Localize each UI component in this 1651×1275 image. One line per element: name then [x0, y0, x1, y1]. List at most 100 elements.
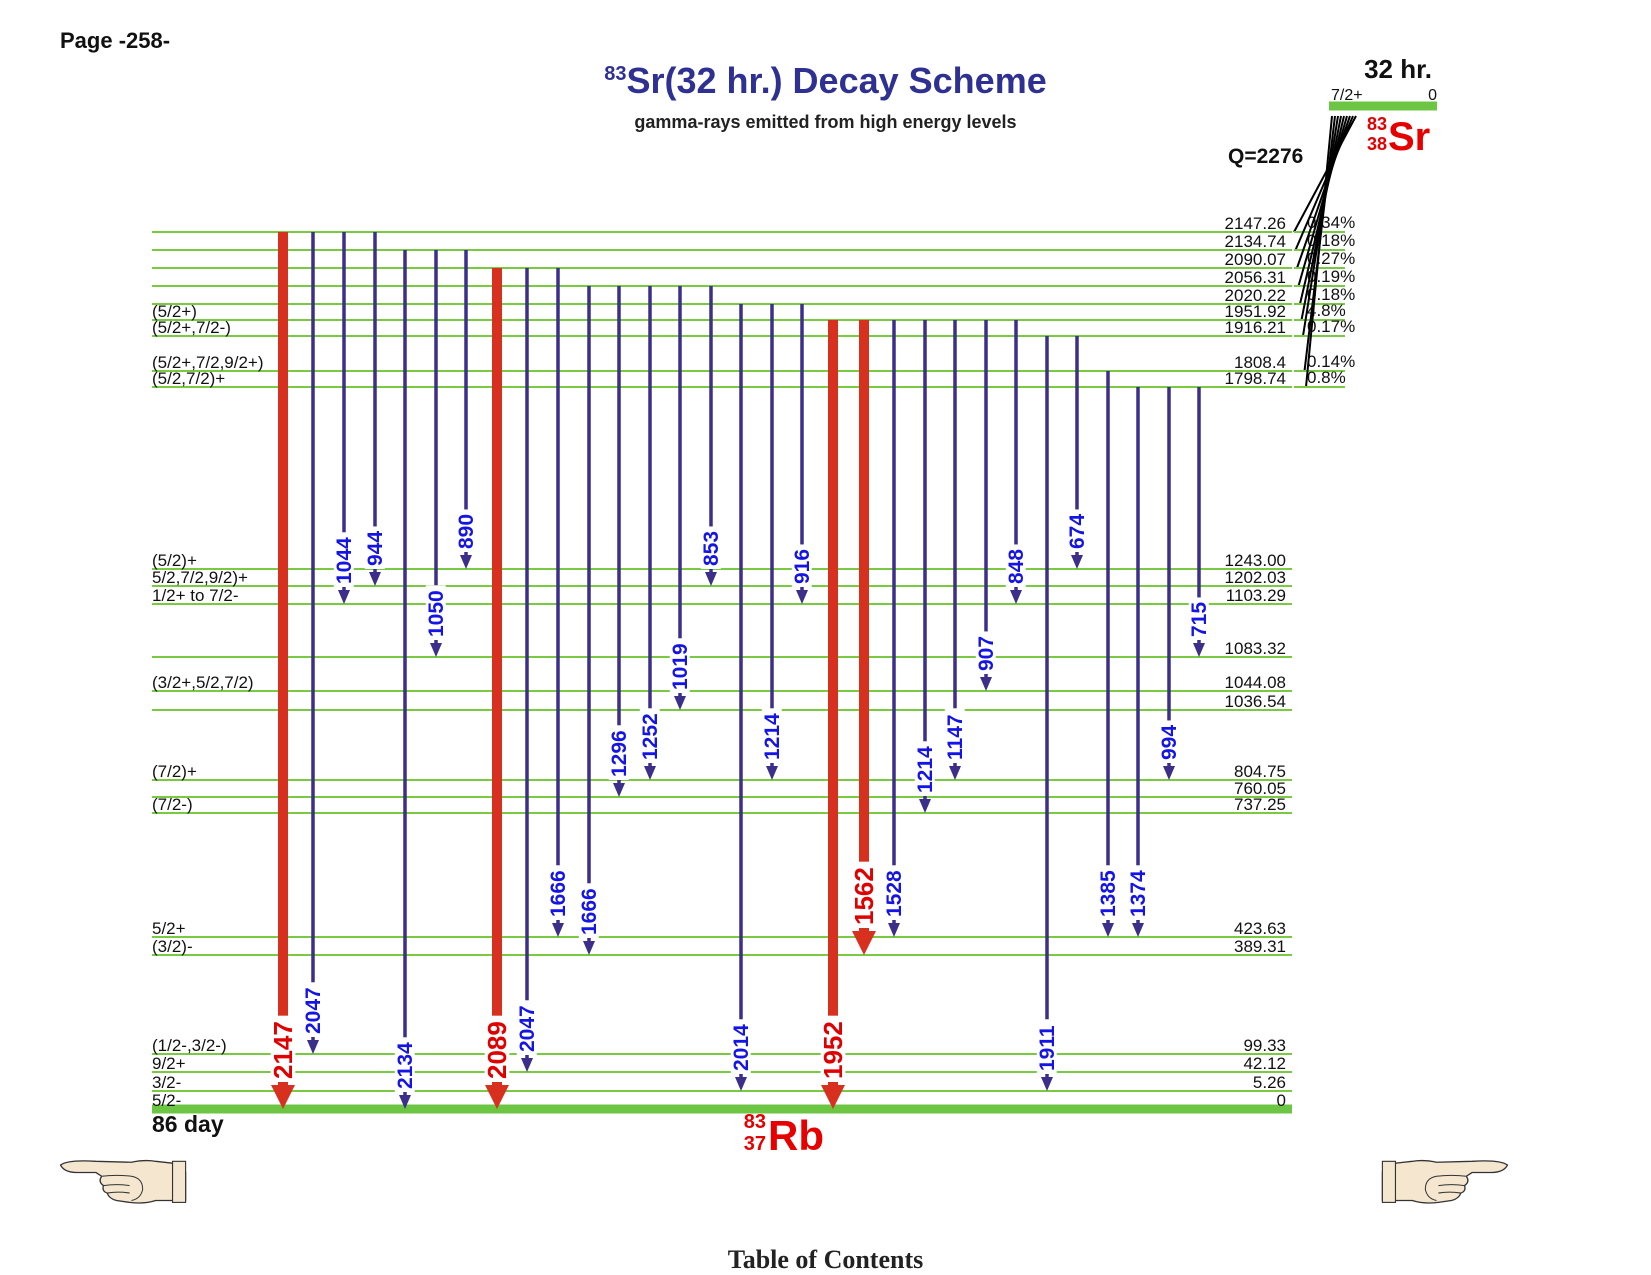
gamma-energy-label: 2134: [394, 1042, 417, 1089]
gamma-energy-label: 1044: [333, 537, 356, 584]
page-number: Page -258-: [60, 28, 171, 53]
gamma-energy-label: 2047: [516, 1005, 539, 1052]
gamma-label-bg: [820, 1015, 846, 1082]
gamma-arrowhead: [1041, 1077, 1053, 1091]
diagram-subtitle: gamma-rays emitted from high energy leve…: [634, 112, 1017, 132]
gamma-label-group: 1050: [425, 585, 448, 640]
gamma-label-bg: [270, 1015, 296, 1082]
level-energy: 2134.74: [1225, 232, 1286, 251]
next-page-button[interactable]: [1381, 1159, 1509, 1204]
gamma-arrowhead: [949, 766, 961, 780]
gamma-label-group: 916: [791, 544, 814, 587]
gamma-label-group: 2014: [730, 1019, 753, 1074]
beta-feed-line: [1296, 115, 1351, 269]
level-spin: 5/2,7/2,9/2)+: [152, 568, 248, 587]
beta-feed-line: [1294, 115, 1354, 251]
daughter-symbol: Rb: [768, 1112, 824, 1159]
gamma-arrowhead: [1193, 643, 1205, 657]
gamma-label-bg: [791, 544, 812, 587]
gamma-label-group: 715: [1188, 597, 1211, 640]
gamma-label-bg: [730, 1019, 751, 1074]
beta-feed-percent: 0.8%: [1307, 368, 1346, 387]
level-energy: 5.26: [1253, 1073, 1286, 1092]
daughter-atomic-number: 37: [744, 1133, 766, 1155]
gamma-label-bg: [547, 865, 568, 920]
parent-energy: 0: [1428, 87, 1437, 104]
beta-feed-line: [1297, 115, 1348, 287]
level-spin: (5/2)+: [152, 551, 197, 570]
beta-feed-percent: 4.8%: [1307, 301, 1346, 320]
gamma-label-group: 944: [364, 526, 387, 569]
gamma-arrowhead: [644, 766, 656, 780]
level-spin: (7/2-): [152, 795, 193, 814]
pointing-hand-left-icon[interactable]: [59, 1159, 187, 1204]
gamma-arrowhead: [271, 1085, 295, 1109]
beta-feed-line: [1305, 115, 1333, 388]
gamma-label-bg: [608, 725, 629, 780]
level-spin: (5/2,7/2)+: [152, 369, 225, 388]
gamma-label-bg: [1127, 865, 1148, 920]
gamma-arrowhead: [980, 677, 992, 691]
gamma-label-group: 1374: [1127, 865, 1150, 920]
gamma-label-bg: [364, 526, 385, 569]
beta-feeding-lines: 0.34%0.18%0.27%0.19%0.18%4.8%0.17%0.14%0…: [1293, 115, 1357, 388]
pointing-hand-right-icon[interactable]: [1381, 1159, 1509, 1204]
gamma-energy-label: 2047: [302, 987, 325, 1034]
gamma-label-bg: [639, 708, 660, 763]
gamma-label-bg: [302, 982, 323, 1037]
gamma-label-bg: [425, 585, 446, 640]
gamma-arrowhead: [552, 923, 564, 937]
table-of-contents-link[interactable]: Table of Contents: [727, 1245, 924, 1274]
gamma-energy-label: 1666: [547, 870, 570, 917]
parent-symbol: Sr: [1388, 115, 1430, 159]
gamma-label-bg: [669, 638, 690, 693]
level-spin: (1/2-,3/2-): [152, 1036, 227, 1055]
gamma-arrowhead: [369, 572, 381, 586]
parent-atomic-number: 38: [1367, 134, 1387, 154]
gamma-energy-label: 994: [1158, 725, 1181, 760]
gamma-arrowhead: [521, 1058, 533, 1072]
gamma-label-group: 848: [1005, 544, 1028, 587]
gamma-label-group: 1019: [669, 638, 692, 693]
gamma-energy-label: 916: [791, 549, 814, 584]
gamma-energy-label: 2089: [482, 1021, 512, 1079]
gamma-label-group: 1214: [761, 708, 784, 763]
gamma-label-bg: [975, 631, 996, 674]
gamma-label-group: 1252: [639, 708, 662, 763]
level-energy: 2056.31: [1225, 268, 1286, 287]
gamma-arrowhead: [766, 766, 778, 780]
beta-feed-percent: 0.18%: [1307, 285, 1355, 304]
gamma-arrowhead: [307, 1040, 319, 1054]
gamma-arrowhead: [1010, 590, 1022, 604]
level-spin: (7/2)+: [152, 762, 197, 781]
gamma-label-group: 994: [1158, 720, 1181, 763]
diagram-title: 83Sr(32 hr.) Decay Scheme: [0, 60, 1651, 102]
gamma-energy-label: 1019: [669, 643, 692, 690]
gamma-arrowhead: [399, 1095, 411, 1109]
level-spin: (5/2+): [152, 302, 197, 321]
gamma-label-group: 1214: [914, 741, 937, 796]
gamma-energy-label: 1296: [608, 730, 631, 777]
gamma-arrowhead: [1071, 555, 1083, 569]
gamma-label-bg: [944, 708, 965, 763]
level-energy: 1243.00: [1225, 551, 1286, 570]
level-energy: 1798.74: [1225, 369, 1286, 388]
beta-feed-percent: 0.14%: [1307, 352, 1355, 371]
gamma-label-bg: [1036, 1019, 1057, 1074]
parent-mass-number: 83: [1367, 114, 1387, 134]
gamma-energy-label: 1374: [1127, 870, 1150, 917]
gamma-arrowhead: [583, 941, 595, 955]
gamma-arrowhead: [852, 931, 876, 955]
gamma-label-group: 2147: [268, 1015, 298, 1082]
gamma-arrowhead: [430, 643, 442, 657]
gamma-label-group: 1666: [578, 883, 601, 938]
gamma-label-group: 1528: [883, 865, 906, 920]
daughter-half-life: 86 day: [152, 1111, 224, 1137]
gamma-arrowhead: [485, 1085, 509, 1109]
level-energy: 423.63: [1234, 919, 1286, 938]
level-spin: 3/2-: [152, 1073, 181, 1092]
level-spin: 5/2-: [152, 1091, 181, 1110]
gamma-arrowhead: [674, 696, 686, 710]
